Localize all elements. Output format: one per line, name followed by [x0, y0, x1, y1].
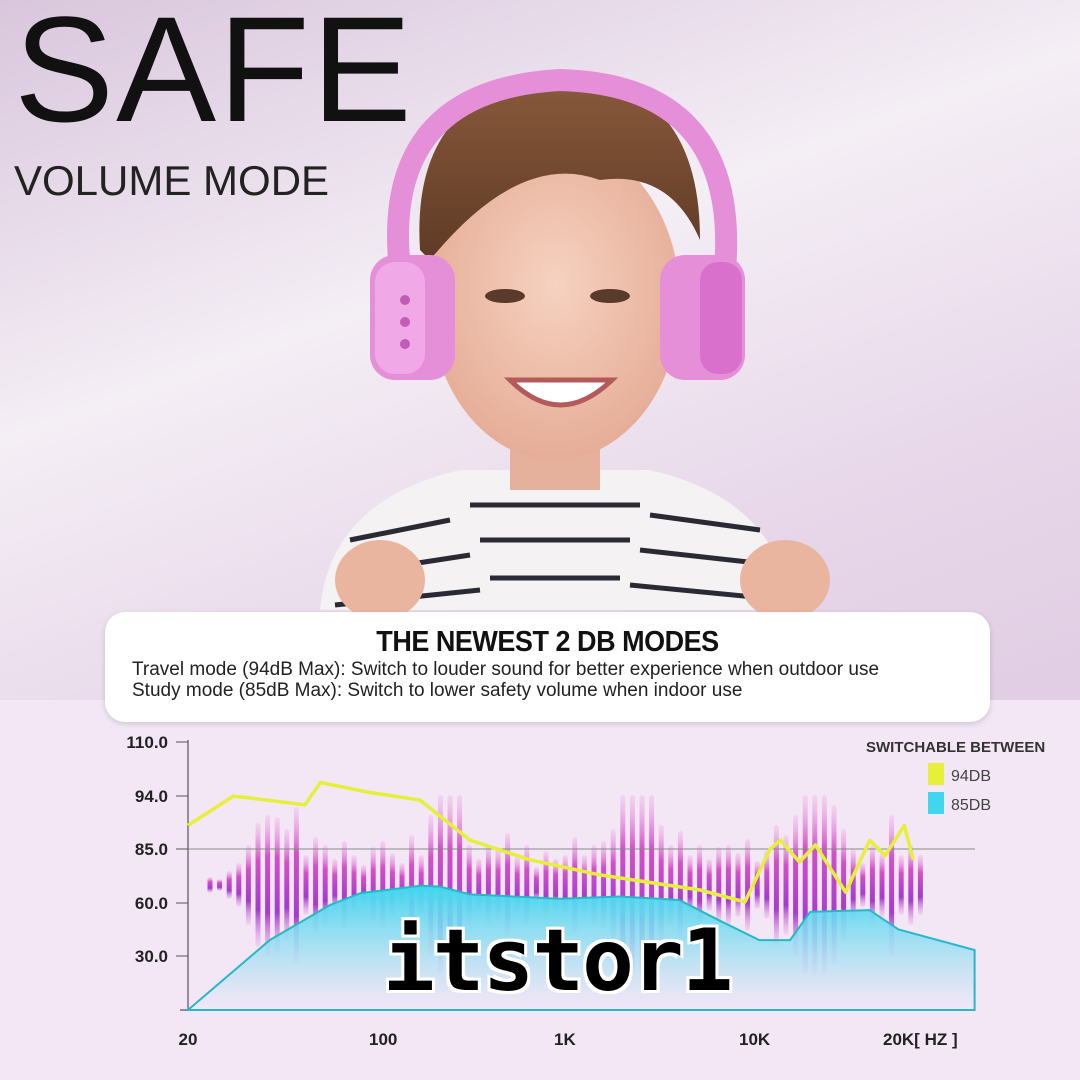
series-85db-area	[185, 884, 976, 1011]
waveform-bar	[754, 861, 760, 909]
legend-title: SWITCHABLE BETWEEN	[866, 739, 1045, 756]
waveform-bar	[879, 853, 885, 917]
y-tick-label: 85.0	[135, 840, 168, 859]
waveform-bar	[303, 855, 309, 915]
waveform-bar	[226, 871, 232, 899]
y-tick-label: 94.0	[135, 787, 168, 806]
waveform-bar	[322, 845, 328, 925]
waveform-bar	[783, 835, 789, 935]
legend: SWITCHABLE BETWEEN 94DB 85DB	[866, 739, 1045, 814]
waveform-bar	[725, 845, 731, 925]
child-face	[430, 140, 680, 460]
x-tick-label: 20K[ HZ ]	[883, 1030, 958, 1049]
headline-title: SAFE	[14, 0, 414, 153]
waveform-bar	[217, 879, 223, 891]
series-94db-line	[187, 780, 915, 904]
right-fist	[740, 540, 830, 620]
x-tick-label: 1K	[554, 1030, 576, 1049]
waveform-bar	[764, 851, 770, 919]
waveform-bar	[265, 815, 271, 955]
info-heading: THE NEWEST 2 DB MODES	[376, 626, 719, 658]
legend-swatch-85db	[928, 792, 944, 814]
waveform-bar	[773, 825, 779, 945]
x-tick-label: 20	[179, 1030, 198, 1049]
hair	[419, 75, 700, 260]
waveform-bar	[697, 845, 703, 925]
y-tick-label: 60.0	[135, 894, 168, 913]
waveform-bar	[207, 877, 213, 893]
waveform-bar	[917, 855, 923, 915]
headline-subtitle: VOLUME MODE	[14, 157, 330, 204]
waveform-bar	[533, 867, 539, 903]
pink-headphones	[370, 68, 745, 380]
waveform-bar	[236, 863, 242, 907]
striped-shirt	[320, 470, 790, 610]
waveform-bar	[274, 817, 280, 953]
waveform-bar	[687, 855, 693, 915]
y-tick-label: 30.0	[135, 947, 168, 966]
legend-label-85db: 85DB	[951, 797, 991, 814]
waveform-bar	[860, 863, 866, 907]
legend-label-94db: 94DB	[951, 768, 991, 785]
legend-swatch-94db	[928, 763, 944, 785]
waveform-bar	[735, 853, 741, 917]
waveform-bar	[245, 845, 251, 925]
x-tick-label: 10K	[739, 1030, 771, 1049]
waveform-bar	[716, 847, 722, 923]
waveform-bar	[869, 845, 875, 925]
watermark: itstor1	[383, 911, 733, 1011]
y-tick-label: 110.0	[126, 733, 168, 752]
waveform-bar	[898, 855, 904, 915]
info-line-study: Study mode (85dB Max): Switch to lower s…	[132, 680, 743, 701]
waveform-bar	[284, 829, 290, 941]
waveform-bar	[332, 859, 338, 911]
waveform-bar	[255, 823, 261, 947]
info-box: THE NEWEST 2 DB MODES Travel mode (94dB …	[105, 612, 990, 722]
waveform-bar	[745, 839, 751, 931]
waveform-bar	[908, 845, 914, 925]
left-fist	[335, 540, 425, 620]
axis-ticks: 110.0 94.0 85.0 60.0 30.0 20 100 1K 10K 20K[ HZ ]	[126, 733, 957, 1049]
waveform-bar	[793, 815, 799, 955]
x-tick-label: 100	[369, 1030, 397, 1049]
info-line-travel: Travel mode (94dB Max): Switch to louder…	[132, 659, 880, 680]
waveform-bar	[313, 837, 319, 933]
waveform-bar	[706, 859, 712, 911]
waveform-bar	[850, 849, 856, 921]
child-with-headphones-photo	[320, 68, 830, 620]
